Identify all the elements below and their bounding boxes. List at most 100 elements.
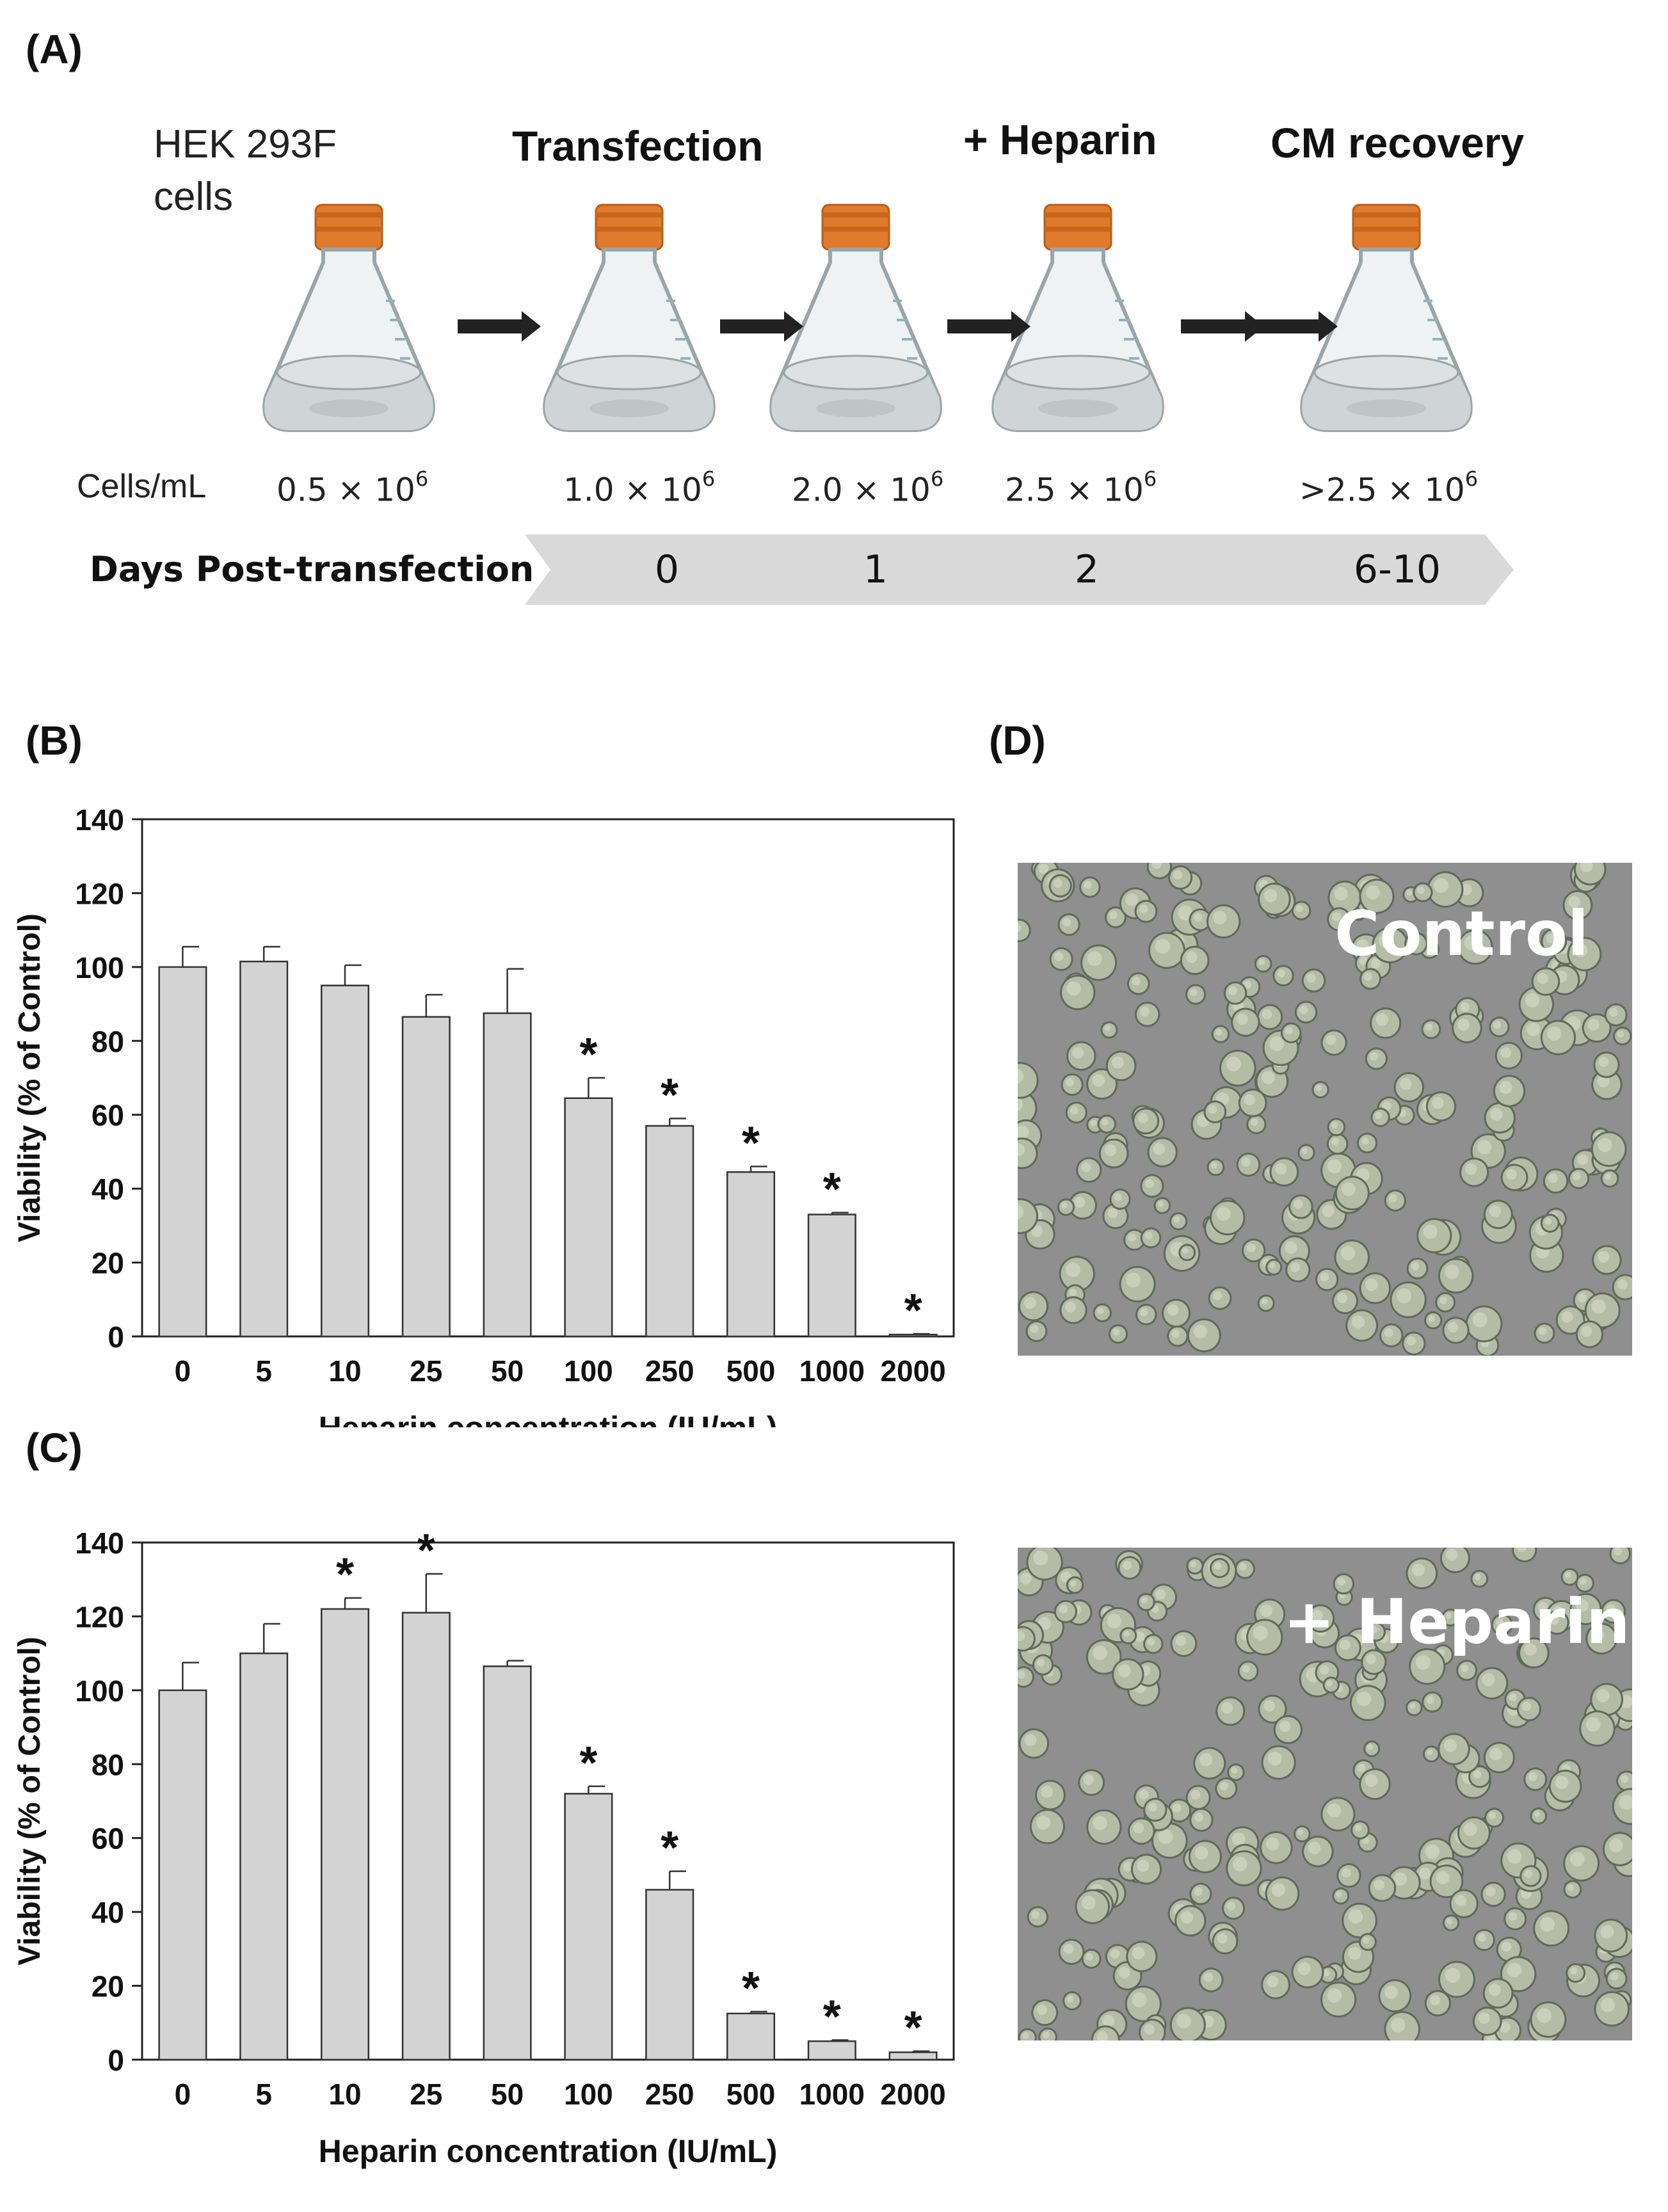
cell: [1562, 890, 1593, 920]
cell: [1210, 1086, 1242, 1119]
cell: [1169, 1212, 1188, 1231]
cell: [1140, 1174, 1164, 1198]
cell: [1416, 1217, 1452, 1254]
x-tick-label: 10: [328, 2078, 361, 2111]
significance-marker: *: [579, 1738, 597, 1789]
cell: [1372, 926, 1409, 964]
cell: [1167, 1325, 1189, 1347]
cell: [1186, 1557, 1204, 1575]
cell-line-label-2: cells: [154, 175, 234, 219]
cell: [1207, 1158, 1225, 1176]
cell: [1422, 1745, 1440, 1763]
cell: [1544, 1610, 1569, 1635]
density-label: Cells/mL: [77, 468, 207, 505]
cell: [1209, 1558, 1230, 1578]
cell: [1335, 1176, 1370, 1211]
cell: [1361, 1649, 1387, 1675]
cell: [1272, 965, 1294, 987]
x-tick-label: 5: [255, 2078, 272, 2111]
cell: [1137, 1592, 1155, 1612]
cell: [1457, 929, 1493, 965]
cell: [1061, 1073, 1084, 1096]
cell: [1530, 2001, 1567, 2038]
cell: [1327, 907, 1351, 932]
significance-marker: *: [742, 1963, 760, 2014]
cell: [1226, 1850, 1262, 1887]
step-cm-recovery: CM recovery: [1271, 119, 1525, 166]
cell: [1280, 1022, 1302, 1043]
cell: [1575, 1573, 1594, 1593]
cell: [1100, 1021, 1118, 1039]
cell: [1366, 1622, 1386, 1642]
cell: [1424, 1311, 1443, 1329]
cell: [1425, 1091, 1457, 1122]
x-tick-label: 25: [410, 1354, 442, 1388]
cell: [1326, 1133, 1349, 1155]
cell: [1566, 1963, 1586, 1983]
cell: [1189, 908, 1212, 931]
cell: [1132, 1107, 1160, 1135]
cell: [1057, 1198, 1075, 1216]
cell: [1421, 1019, 1441, 1039]
cell: [1265, 1258, 1283, 1276]
cell: [1601, 1599, 1626, 1624]
cell: [1054, 1599, 1078, 1624]
cell: [1189, 1807, 1214, 1832]
density-4: >2.5 × 106: [1299, 467, 1479, 509]
timeline-arrow: [525, 534, 1514, 605]
significance-marker: *: [336, 1550, 354, 1601]
cell: [1188, 1839, 1222, 1873]
x-tick-label: 25: [410, 2078, 442, 2111]
micrograph-label-control: Control: [1335, 898, 1589, 970]
timeline-label: Days Post-transfection: [90, 549, 534, 589]
cell: [1138, 2018, 1166, 2040]
cell: [1097, 1114, 1117, 1134]
y-tick-label: 80: [92, 1748, 124, 1781]
cell: [1441, 1608, 1459, 1627]
cell: [1297, 1144, 1315, 1162]
cell: [1285, 1257, 1311, 1283]
cell: [1078, 1769, 1105, 1796]
cell: [1125, 1985, 1162, 2023]
cell: [1378, 1979, 1412, 2013]
density-2: 2.0 × 106: [792, 467, 944, 509]
cell: [1438, 1733, 1470, 1765]
cell: [1584, 1292, 1621, 1329]
cell: [1058, 1939, 1085, 1965]
x-tick-label: 50: [491, 2078, 524, 2111]
cell: [1406, 1557, 1438, 1590]
y-tick-label: 120: [75, 1600, 124, 1633]
cell: [1541, 928, 1568, 955]
arrow-icon: [458, 311, 541, 342]
cell: [1520, 1865, 1542, 1887]
x-tick-label: 5: [255, 1354, 272, 1388]
cell: [1140, 1227, 1162, 1249]
cell: [1593, 1051, 1620, 1078]
x-tick-label: 1000: [799, 2078, 865, 2111]
x-tick-label: 0: [175, 2078, 191, 2111]
cell: [1591, 1131, 1627, 1167]
cell: [1294, 1825, 1311, 1843]
cell: [1105, 1944, 1130, 1969]
cell: [1523, 1767, 1548, 1791]
arrow-icon: [1255, 311, 1338, 342]
cell: [1057, 913, 1080, 936]
cell: [1178, 1244, 1196, 1262]
cell: [1210, 1199, 1246, 1236]
flasks-and-arrows: [0, 192, 1668, 474]
cell: [1435, 1292, 1456, 1313]
cell: [1306, 1604, 1335, 1633]
cell: [1480, 1881, 1506, 1907]
y-tick-label: 100: [75, 951, 124, 984]
cell: [1143, 1797, 1167, 1822]
cell: [1406, 1257, 1429, 1279]
y-tick-label: 140: [75, 1527, 124, 1560]
cell: [1512, 1548, 1537, 1563]
cell: [1076, 1157, 1102, 1183]
cell: [1265, 1876, 1300, 1911]
cell: [1336, 1863, 1361, 1888]
cell: [1359, 1272, 1391, 1304]
chart-c: 0 20 40 60 80 100 120 140 0 5 * 10 * 25 50 * 100 * 250 * 500…: [13, 1525, 955, 2169]
cell: [1025, 1320, 1048, 1342]
cell: [1018, 1626, 1036, 1652]
